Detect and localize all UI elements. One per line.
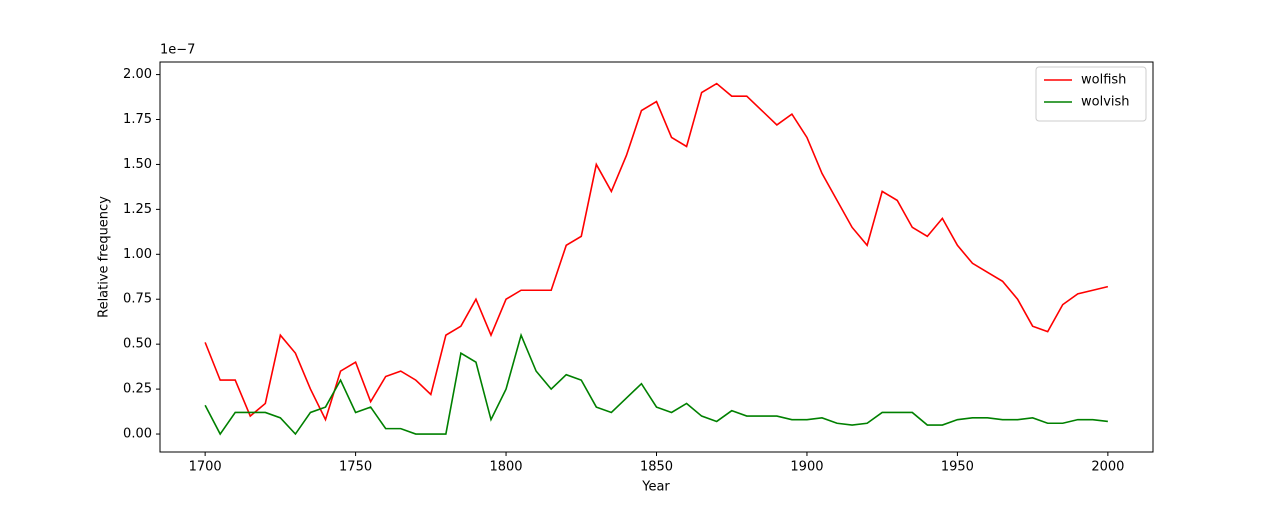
line-series xyxy=(204,82,1109,422)
x-tick-label: 1850 xyxy=(640,460,673,475)
y-axis-label: Relative frequency xyxy=(97,196,112,318)
y-offset-label: 1e−7 xyxy=(160,43,195,58)
x-axis-label: Year xyxy=(641,480,670,495)
line-series xyxy=(204,332,1108,436)
y-tick-label: 1.50 xyxy=(123,157,152,172)
legend-label: wolvish xyxy=(1081,95,1130,110)
y-tick-label: 0.50 xyxy=(123,337,152,352)
y-tick-label: 0.75 xyxy=(123,292,152,307)
x-tick-label: 2000 xyxy=(1091,460,1124,475)
x-tick-label: 1750 xyxy=(339,460,372,475)
y-tick-label: 1.00 xyxy=(123,247,152,262)
x-tick-label: 1950 xyxy=(941,460,974,475)
y-tick-label: 1.75 xyxy=(123,112,152,127)
y-tick-label: 0.00 xyxy=(123,427,152,442)
x-tick-label: 1900 xyxy=(790,460,823,475)
x-tick-label: 1800 xyxy=(489,460,522,475)
y-tick-label: 2.00 xyxy=(123,67,152,82)
y-tick-label: 0.25 xyxy=(123,382,152,397)
x-tick-label: 1700 xyxy=(189,460,222,475)
plot-frame xyxy=(159,61,1154,453)
legend-label: wolfish xyxy=(1081,73,1126,88)
y-tick-label: 1.25 xyxy=(123,202,152,217)
